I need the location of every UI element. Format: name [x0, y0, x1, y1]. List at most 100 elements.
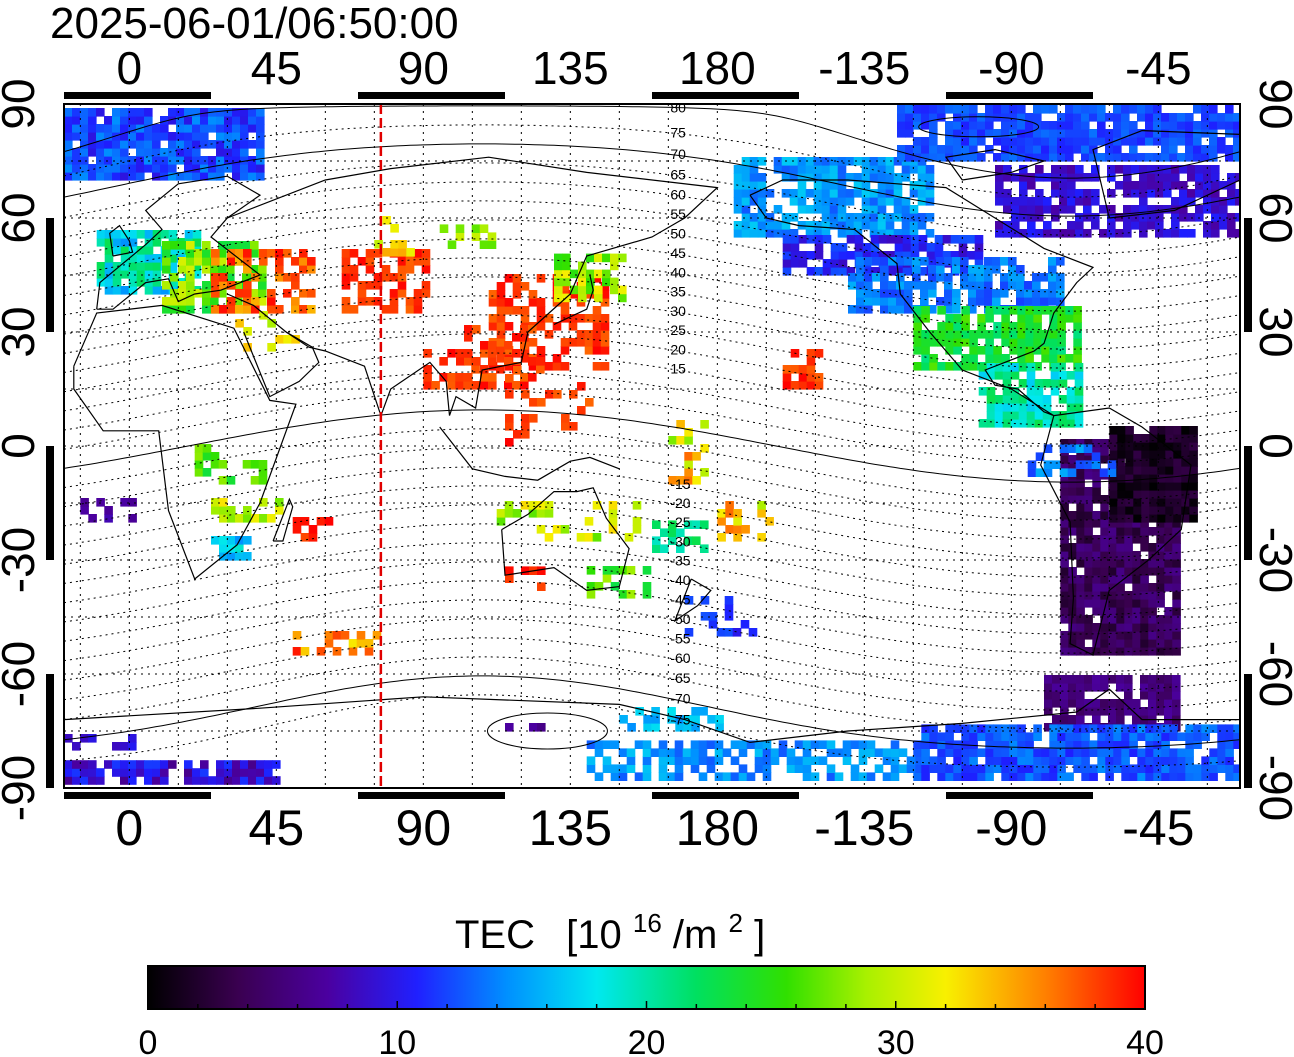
tec-cell	[974, 251, 984, 260]
tec-cell	[813, 181, 823, 190]
tec-cell	[893, 213, 903, 222]
tec-cell	[1141, 514, 1150, 523]
tec-cell	[877, 165, 887, 174]
frame-bar-left	[46, 674, 54, 788]
tec-cell	[913, 338, 922, 347]
tec-cell	[112, 230, 122, 239]
tec-cell	[877, 157, 887, 166]
tec-cell	[790, 381, 800, 390]
tec-cell	[1076, 591, 1085, 600]
tec-cell	[781, 229, 791, 238]
tec-cell	[1081, 129, 1090, 138]
tec-cell	[676, 420, 685, 429]
tec-cell	[208, 776, 217, 785]
tec-cell	[976, 297, 985, 306]
tec-cell	[821, 181, 831, 190]
tec-cell	[684, 596, 694, 605]
tec-cell	[178, 305, 187, 314]
tec-cell	[1091, 213, 1100, 222]
tec-cell	[757, 189, 767, 198]
tec-cell	[952, 305, 961, 314]
tec-cell	[650, 748, 660, 757]
tec-cell	[749, 173, 759, 182]
tec-cell	[1156, 591, 1165, 600]
tec-cell	[544, 501, 554, 510]
tec-cell	[1026, 363, 1036, 372]
tec-cell	[267, 319, 276, 328]
tec-cell	[1043, 229, 1052, 238]
tec-cell	[1155, 229, 1164, 238]
tec-cell	[235, 319, 244, 328]
tec-cell	[861, 165, 871, 174]
left-lat-label: 90	[0, 78, 44, 129]
tec-cell	[96, 132, 105, 141]
tec-cell	[869, 213, 879, 222]
tec-cell	[818, 740, 828, 749]
tec-cell	[993, 346, 1002, 355]
tec-cell	[845, 229, 855, 238]
tec-cell	[1157, 514, 1166, 523]
tec-cell	[1156, 551, 1165, 560]
tec-cell	[267, 249, 276, 258]
tec-cell	[1091, 165, 1100, 174]
tec-cell	[349, 265, 359, 274]
tec-cell	[152, 164, 161, 173]
tec-cell	[1129, 145, 1138, 154]
tec-cell	[1189, 466, 1198, 475]
tec-cell	[920, 281, 929, 290]
tec-cell	[300, 533, 310, 542]
tec-cell	[992, 257, 1001, 266]
tec-cell	[936, 265, 945, 274]
tec-cell	[945, 346, 954, 355]
tec-cell	[754, 748, 764, 757]
tec-cell	[64, 108, 73, 117]
tec-cell	[234, 297, 243, 306]
tec-cell	[291, 297, 300, 306]
tec-cell	[1193, 153, 1202, 162]
tec-cell	[152, 238, 162, 247]
tec-cell	[80, 156, 89, 165]
tec-cell	[1219, 197, 1228, 206]
tec-cell	[258, 476, 268, 485]
tec-cell	[168, 172, 177, 181]
tec-cell	[64, 776, 73, 785]
tec-cell	[929, 330, 938, 339]
tec-cell	[1109, 490, 1118, 499]
tec-cell	[184, 116, 193, 125]
tec-cell	[1051, 205, 1060, 214]
tec-cell	[1100, 495, 1109, 504]
tec-cell	[1066, 395, 1076, 404]
tec-cell	[1091, 221, 1100, 230]
tec-cell	[1009, 732, 1018, 741]
tec-cell	[128, 734, 137, 743]
tec-cell	[1043, 197, 1052, 206]
tec-cell	[890, 740, 900, 749]
tec-cell	[1148, 615, 1157, 624]
tec-cell	[953, 362, 962, 371]
tec-cell	[235, 305, 244, 314]
tec-cell	[1044, 675, 1053, 684]
tec-cell	[536, 298, 546, 307]
tec-cell	[136, 156, 145, 165]
tec-cell	[1057, 338, 1066, 347]
tec-cell	[250, 460, 260, 469]
tec-cell	[520, 314, 530, 323]
tec-cell	[1000, 289, 1009, 298]
tec-cell	[749, 213, 759, 222]
tec-cell	[1193, 137, 1202, 146]
tec-cell	[186, 281, 195, 290]
tec-cell	[1217, 748, 1226, 757]
tec-cell	[1081, 756, 1090, 765]
tec-cell	[1052, 699, 1061, 708]
tec-cell	[1051, 460, 1061, 469]
tec-cell	[349, 249, 359, 258]
tec-cell	[974, 259, 984, 268]
tec-cell	[120, 124, 129, 133]
tec-cell	[741, 197, 751, 206]
tec-cell	[1075, 189, 1084, 198]
tec-cell	[862, 243, 872, 252]
tec-cell	[1043, 460, 1053, 469]
tec-cell	[1201, 772, 1210, 781]
tec-cell	[1100, 527, 1109, 536]
tec-cell	[1049, 105, 1058, 114]
